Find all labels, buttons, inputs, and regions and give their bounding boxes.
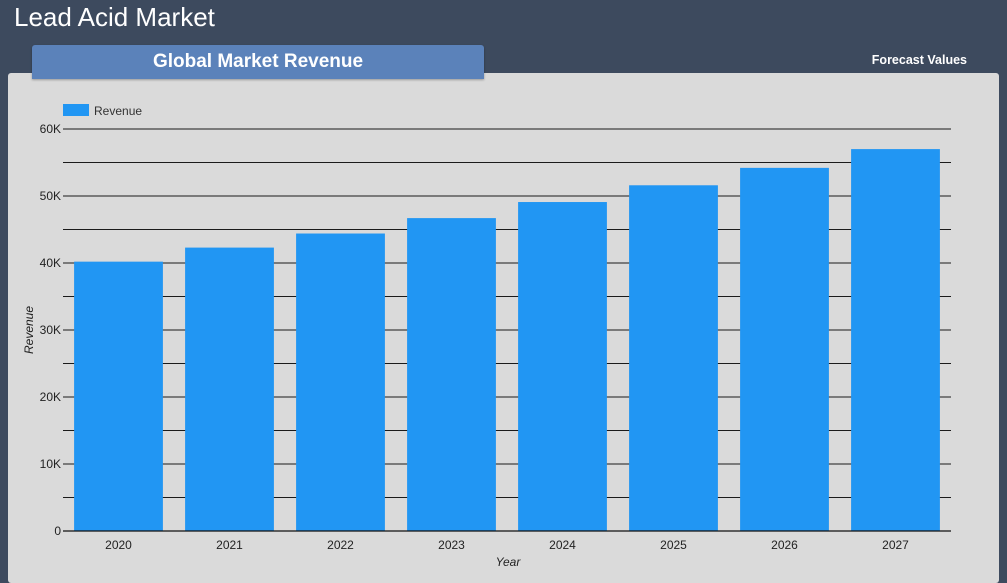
x-tick-label: 2021 — [216, 538, 243, 552]
y-tick-label: 10K — [40, 457, 61, 471]
bar-2025[interactable] — [629, 185, 718, 531]
forecast-values-link[interactable]: Forecast Values — [871, 53, 967, 67]
x-tick-label: 2022 — [327, 538, 354, 552]
x-tick-label: 2020 — [105, 538, 132, 552]
y-axis-title: Revenue — [22, 306, 36, 354]
x-tick-label: 2027 — [882, 538, 909, 552]
bar-2023[interactable] — [407, 218, 496, 532]
y-tick-label: 0 — [54, 524, 61, 538]
bar-series — [74, 149, 940, 532]
legend: Revenue — [63, 104, 142, 118]
y-tick-label: 20K — [40, 390, 61, 404]
legend-swatch[interactable] — [63, 104, 89, 116]
page-title: Lead Acid Market — [14, 2, 215, 32]
bar-2027[interactable] — [851, 149, 940, 531]
x-tick-label: 2025 — [660, 538, 687, 552]
y-tick-label: 30K — [40, 323, 61, 337]
bar-2020[interactable] — [74, 261, 163, 531]
y-tick-label: 40K — [40, 256, 61, 270]
y-tick-label: 50K — [40, 189, 61, 203]
bar-2022[interactable] — [296, 233, 385, 531]
chart-panel-title: Global Market Revenue — [32, 45, 484, 79]
x-axis-title: Year — [496, 555, 522, 569]
bar-2026[interactable] — [740, 167, 829, 532]
x-tick-label: 2024 — [549, 538, 576, 552]
bar-2024[interactable] — [518, 202, 607, 531]
x-tick-label: 2026 — [771, 538, 798, 552]
bar-2021[interactable] — [185, 247, 274, 531]
y-tick-label: 60K — [40, 122, 61, 136]
legend-label[interactable]: Revenue — [94, 104, 142, 118]
axes: 0 10K 20K 30K 40K 50K 60K 2020 2021 2022 2023 2024 2… — [40, 122, 951, 552]
x-tick-label: 2023 — [438, 538, 465, 552]
